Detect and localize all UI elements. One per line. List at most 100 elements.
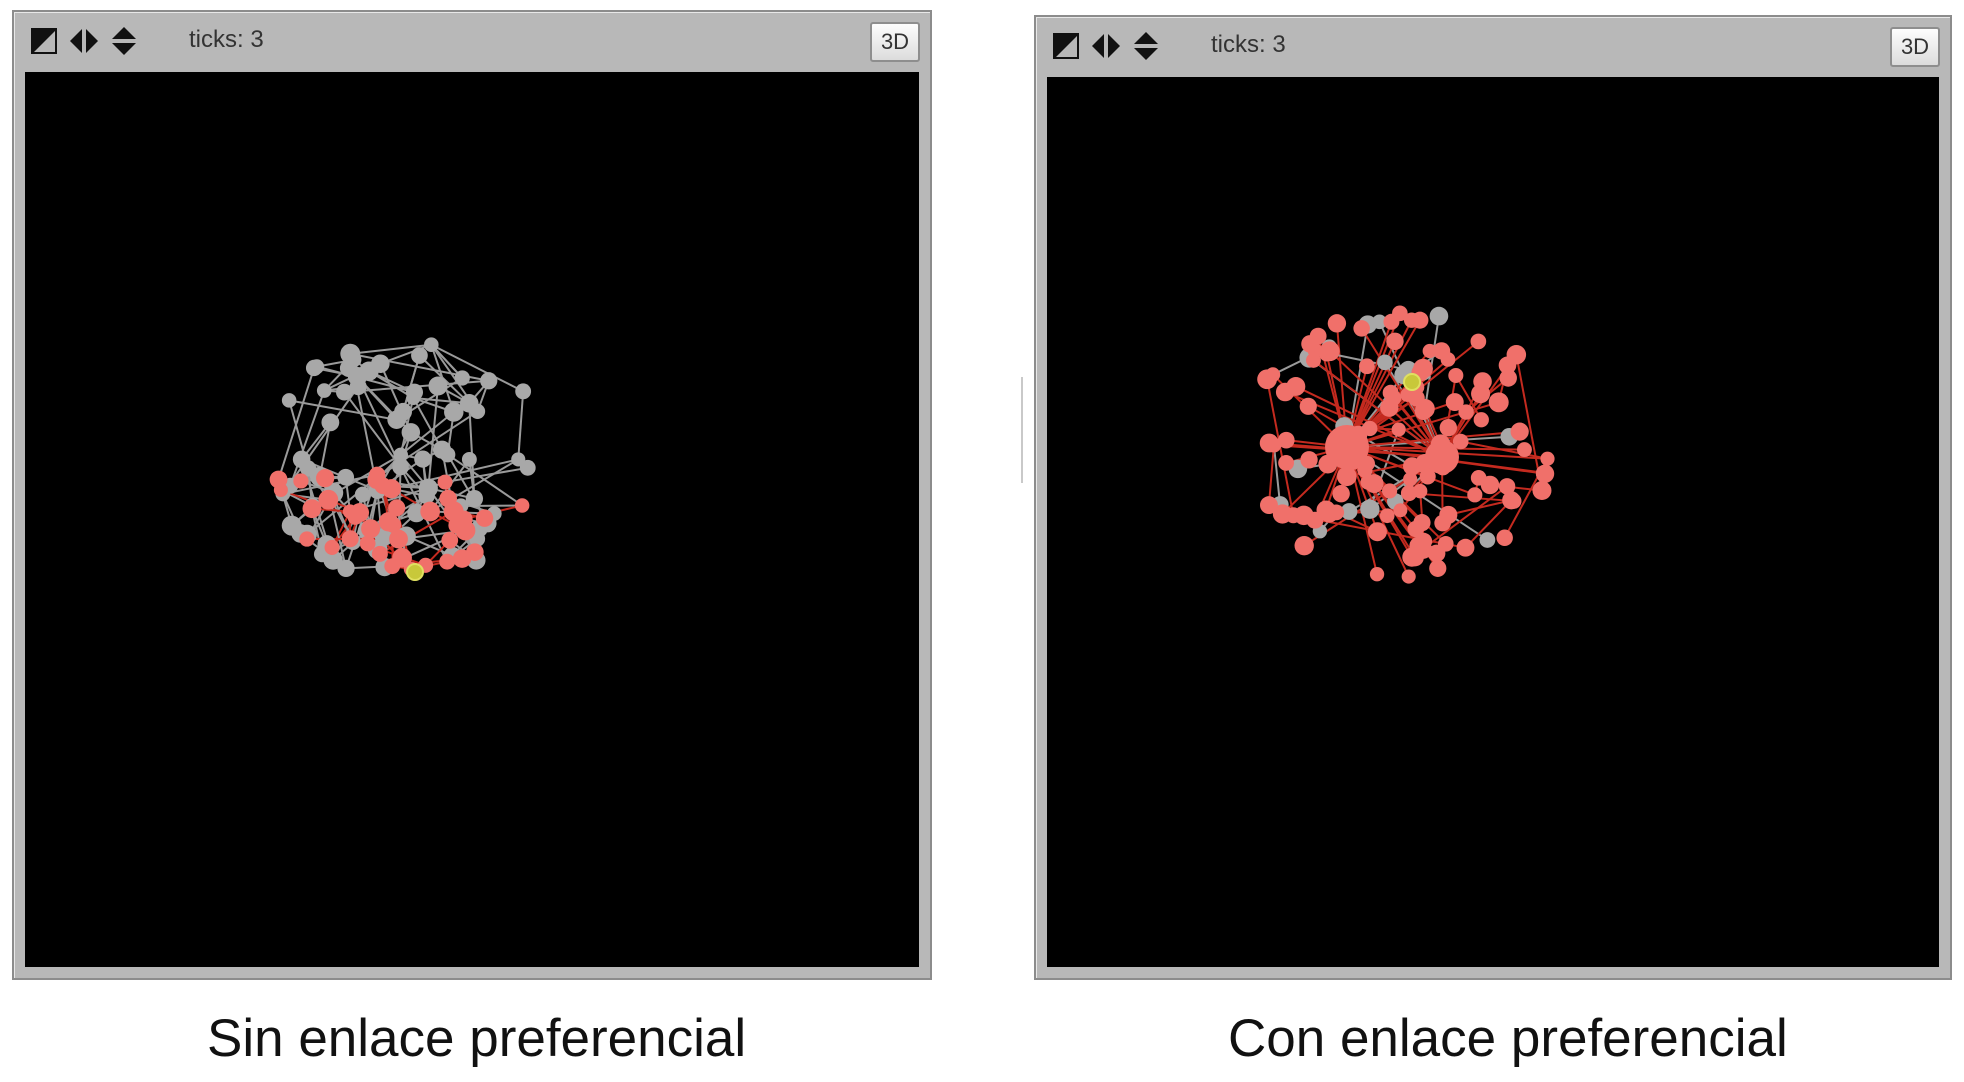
divider xyxy=(1021,377,1023,483)
susceptible-node xyxy=(1429,306,1449,326)
network-link xyxy=(1460,440,1548,460)
susceptible-node xyxy=(418,487,435,505)
network-link xyxy=(343,391,402,468)
nodes-layer xyxy=(269,337,536,581)
view-toolbar: ticks: 3 3D xyxy=(1036,17,1950,75)
infected-node xyxy=(1488,392,1509,413)
infected-node xyxy=(1392,305,1408,322)
infected-node xyxy=(392,547,412,568)
world-view[interactable] xyxy=(25,72,919,967)
network-link xyxy=(1424,315,1440,409)
susceptible-node xyxy=(424,337,439,353)
infected-node xyxy=(1364,474,1384,494)
infected-node xyxy=(389,529,408,549)
network-link xyxy=(1454,374,1483,421)
susceptible-node xyxy=(469,403,486,420)
susceptible-node xyxy=(461,452,477,467)
infected-node xyxy=(1470,333,1487,350)
move-up-down-icon[interactable] xyxy=(1131,31,1161,61)
infected-node xyxy=(318,489,339,510)
infected-node xyxy=(1448,367,1464,383)
susceptible-node xyxy=(439,446,456,463)
infected-node xyxy=(441,531,459,549)
infected-node xyxy=(1327,314,1347,333)
infected-node xyxy=(1535,464,1555,483)
susceptible-node xyxy=(511,452,526,467)
infected-node xyxy=(371,545,388,562)
netlogo-view-left: ticks: 3 3D xyxy=(12,10,932,980)
infected-node xyxy=(1353,320,1370,337)
move-left-right-icon[interactable] xyxy=(69,26,99,56)
infected-node xyxy=(1445,393,1464,412)
infected-node xyxy=(378,512,399,532)
network-link xyxy=(1515,354,1543,491)
network-link xyxy=(412,397,443,451)
infected-node xyxy=(1299,397,1317,415)
infected-node xyxy=(1412,483,1428,499)
infected-node xyxy=(1277,431,1295,449)
network-link xyxy=(350,343,432,355)
infected-node xyxy=(1532,481,1552,501)
susceptible-node xyxy=(1377,354,1393,371)
susceptible-node xyxy=(321,413,340,432)
susceptible-node xyxy=(393,447,408,463)
susceptible-node xyxy=(405,383,424,401)
infected-node xyxy=(1278,455,1295,471)
infected-node xyxy=(1432,342,1451,360)
susceptible-node xyxy=(480,372,498,390)
susceptible-node xyxy=(1479,532,1496,548)
3d-view-button[interactable]: 3D xyxy=(1890,27,1940,67)
reset-perspective-icon[interactable] xyxy=(29,26,59,56)
caption-right: Con enlace preferencial xyxy=(1228,1009,1788,1068)
infected-node xyxy=(1419,468,1436,485)
infected-node xyxy=(1414,403,1432,421)
network-link xyxy=(374,410,479,480)
move-up-down-icon[interactable] xyxy=(109,26,139,56)
infected-node xyxy=(1425,440,1459,474)
susceptible-node xyxy=(454,370,470,386)
infected-node xyxy=(273,482,288,498)
move-left-right-icon[interactable] xyxy=(1091,31,1121,61)
infected-node xyxy=(1467,487,1483,503)
infected-node xyxy=(1301,335,1319,353)
world-view[interactable] xyxy=(1047,77,1939,967)
caption-left: Sin enlace preferencial xyxy=(207,1009,747,1068)
infected-node xyxy=(1369,567,1385,582)
infected-node xyxy=(1300,451,1318,469)
infected-node xyxy=(1452,433,1469,450)
infected-node xyxy=(1471,384,1491,404)
infected-node xyxy=(299,531,315,547)
infected-node xyxy=(1319,346,1335,362)
network-link xyxy=(444,466,528,484)
susceptible-node xyxy=(299,460,317,477)
infected-node xyxy=(1286,376,1306,396)
susceptible-node xyxy=(1360,499,1380,519)
infected-node xyxy=(475,509,494,527)
infected-node xyxy=(1359,358,1375,375)
infected-node xyxy=(1403,457,1422,476)
3d-view-button[interactable]: 3D xyxy=(870,22,920,62)
infected-node xyxy=(1379,508,1395,524)
infected-node xyxy=(1391,422,1406,437)
susceptible-node xyxy=(354,486,371,503)
infected-node xyxy=(293,473,309,489)
infected-node xyxy=(439,553,456,570)
infected-node xyxy=(324,539,340,555)
nodes-layer xyxy=(1257,305,1555,584)
ticks-counter: ticks: 3 xyxy=(189,26,264,53)
susceptible-node xyxy=(346,352,362,368)
infected-node xyxy=(1498,356,1517,375)
susceptible-node xyxy=(394,402,412,421)
reset-perspective-icon[interactable] xyxy=(1051,31,1081,61)
view-toolbar: ticks: 3 3D xyxy=(14,12,930,70)
network-link xyxy=(1448,499,1512,516)
infected-node xyxy=(350,503,370,523)
infected-node xyxy=(1401,569,1416,584)
susceptible-node xyxy=(359,361,379,381)
susceptible-node xyxy=(465,489,484,508)
network-link xyxy=(400,411,455,456)
susceptible-node xyxy=(444,402,464,422)
susceptible-node xyxy=(392,458,409,476)
infected-node xyxy=(1400,485,1418,502)
infected-node xyxy=(1429,559,1447,577)
